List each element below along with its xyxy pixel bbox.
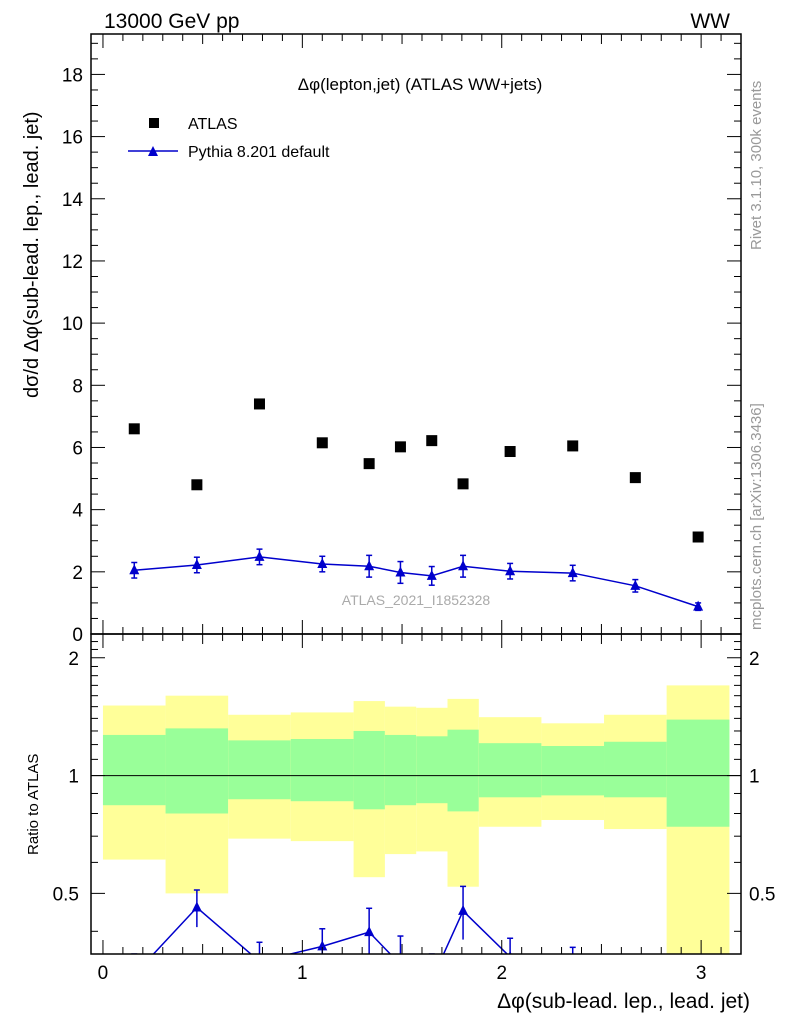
ratio-data-layer bbox=[91, 685, 741, 984]
ratio-band-inner bbox=[102, 734, 166, 806]
legend-atlas-label: ATLAS bbox=[188, 116, 238, 133]
ratio-band-inner bbox=[290, 739, 354, 802]
ratio-data-point bbox=[568, 961, 578, 971]
main-y-tick-label: 2 bbox=[72, 563, 83, 584]
atlas-data-point bbox=[253, 398, 265, 410]
ratio-data-point bbox=[630, 970, 640, 980]
atlas-data-point bbox=[426, 435, 438, 447]
ratio-axes: 0.5 0.5 1 1 2 2 0 1 2 3 bbox=[53, 634, 775, 984]
ratio-data-point bbox=[395, 959, 405, 969]
main-y-tick-label: 14 bbox=[62, 190, 84, 211]
legend-pythia-marker bbox=[148, 146, 158, 156]
ratio-data-point bbox=[508, 950, 512, 954]
legend: ATLAS Pythia 8.201 default bbox=[128, 116, 330, 161]
ratio-band-inner bbox=[353, 730, 385, 810]
ratio-frame bbox=[90, 633, 742, 955]
atlas-data-point bbox=[567, 440, 579, 452]
ratio-data-point bbox=[427, 974, 437, 984]
header-energy-label: 13000 GeV pp bbox=[104, 10, 239, 33]
ratio-data-point bbox=[458, 904, 469, 915]
legend-atlas-marker bbox=[149, 118, 159, 128]
pythia-data-point bbox=[630, 579, 641, 590]
atlas-data-point bbox=[191, 479, 203, 491]
main-panel: Δφ(lepton,jet) (ATLAS WW+jets) ATLAS_202… bbox=[62, 33, 742, 646]
atlas-data-point bbox=[316, 437, 328, 449]
source-label: mcplots.cern.ch [arXiv:1306.3436] bbox=[748, 403, 765, 630]
ratio-data-point bbox=[317, 940, 328, 951]
ratio-band-inner bbox=[604, 741, 667, 798]
analysis-watermark: ATLAS_2021_I1852328 bbox=[342, 592, 491, 608]
main-y-tick-label: 8 bbox=[72, 376, 83, 397]
ratio-y-axis-title: Ratio to ATLAS bbox=[25, 754, 42, 855]
ratio-band-inner bbox=[416, 736, 448, 804]
rivet-version-label: Rivet 3.1.10, 300k events bbox=[748, 81, 765, 250]
ratio-band-inner bbox=[478, 743, 542, 798]
main-y-tick-label: 16 bbox=[62, 128, 83, 149]
main-axes: 0 2 4 6 8 10 12 14 16 18 bbox=[62, 34, 742, 646]
ratio-data-point bbox=[191, 901, 202, 912]
ratio-band-inner bbox=[165, 728, 229, 814]
main-y-tick-label: 4 bbox=[72, 501, 83, 522]
pythia-line bbox=[134, 556, 699, 608]
main-y-tick-label: 12 bbox=[62, 252, 83, 273]
pythia-data-point bbox=[505, 565, 516, 576]
main-y-axis-title: dσ/d Δφ(sub-lead. lep., lead. jet) bbox=[21, 111, 43, 398]
pythia-data-point bbox=[317, 558, 328, 569]
main-y-tick-label: 18 bbox=[62, 65, 83, 86]
atlas-data-point bbox=[128, 423, 140, 435]
ratio-band-inner bbox=[541, 746, 605, 796]
pythia-data-point bbox=[254, 550, 265, 561]
pythia-data-point bbox=[395, 566, 406, 577]
ratio-band-inner bbox=[666, 719, 730, 827]
pythia-data-point bbox=[364, 560, 375, 571]
atlas-data-point bbox=[504, 446, 516, 458]
pythia-data-point bbox=[458, 560, 469, 571]
ratio-data-point bbox=[364, 926, 375, 937]
x-tick-label: 1 bbox=[297, 963, 308, 984]
pythia-data-point bbox=[191, 558, 202, 569]
pythia-data-point bbox=[567, 567, 578, 578]
ratio-panel: 0.5 0.5 1 1 2 2 0 1 2 3 bbox=[53, 633, 775, 984]
x-tick-label: 3 bbox=[696, 963, 707, 984]
pythia-data-point bbox=[426, 569, 437, 580]
ratio-y-tick-label: 0.5 bbox=[53, 884, 79, 905]
main-y-tick-label: 10 bbox=[62, 314, 83, 335]
header-process-label: WW bbox=[690, 10, 730, 33]
pythia-data-point bbox=[693, 600, 704, 611]
ratio-pythia-line bbox=[152, 906, 509, 954]
ratio-y-tick-label-right: 1 bbox=[749, 767, 760, 788]
atlas-data-point bbox=[692, 531, 704, 543]
x-tick-label: 2 bbox=[496, 963, 507, 984]
ratio-y-tick-label-right: 2 bbox=[749, 649, 760, 670]
legend-pythia-label: Pythia 8.201 default bbox=[188, 144, 330, 161]
x-tick-label: 0 bbox=[98, 963, 109, 984]
ratio-y-tick-label: 1 bbox=[68, 767, 79, 788]
main-y-tick-label: 0 bbox=[72, 625, 83, 646]
ratio-y-tick-label: 2 bbox=[68, 649, 79, 670]
main-plot-title: Δφ(lepton,jet) (ATLAS WW+jets) bbox=[298, 75, 543, 94]
main-y-tick-label: 6 bbox=[72, 438, 83, 459]
ratio-band-inner bbox=[447, 729, 479, 812]
x-axis-title: Δφ(sub-lead. lep., lead. jet) bbox=[497, 990, 750, 1013]
ratio-band-inner bbox=[384, 734, 417, 806]
atlas-data-point bbox=[629, 472, 641, 484]
ratio-band-inner bbox=[228, 740, 291, 800]
ratio-y-tick-label-right: 0.5 bbox=[749, 884, 775, 905]
ratio-data-point bbox=[129, 969, 139, 979]
pythia-data-point bbox=[129, 564, 140, 575]
atlas-data-point bbox=[394, 441, 406, 453]
atlas-data-point bbox=[363, 458, 375, 470]
main-data-layer bbox=[128, 398, 704, 612]
atlas-data-point bbox=[457, 478, 469, 490]
ratio-data-point bbox=[254, 955, 264, 965]
